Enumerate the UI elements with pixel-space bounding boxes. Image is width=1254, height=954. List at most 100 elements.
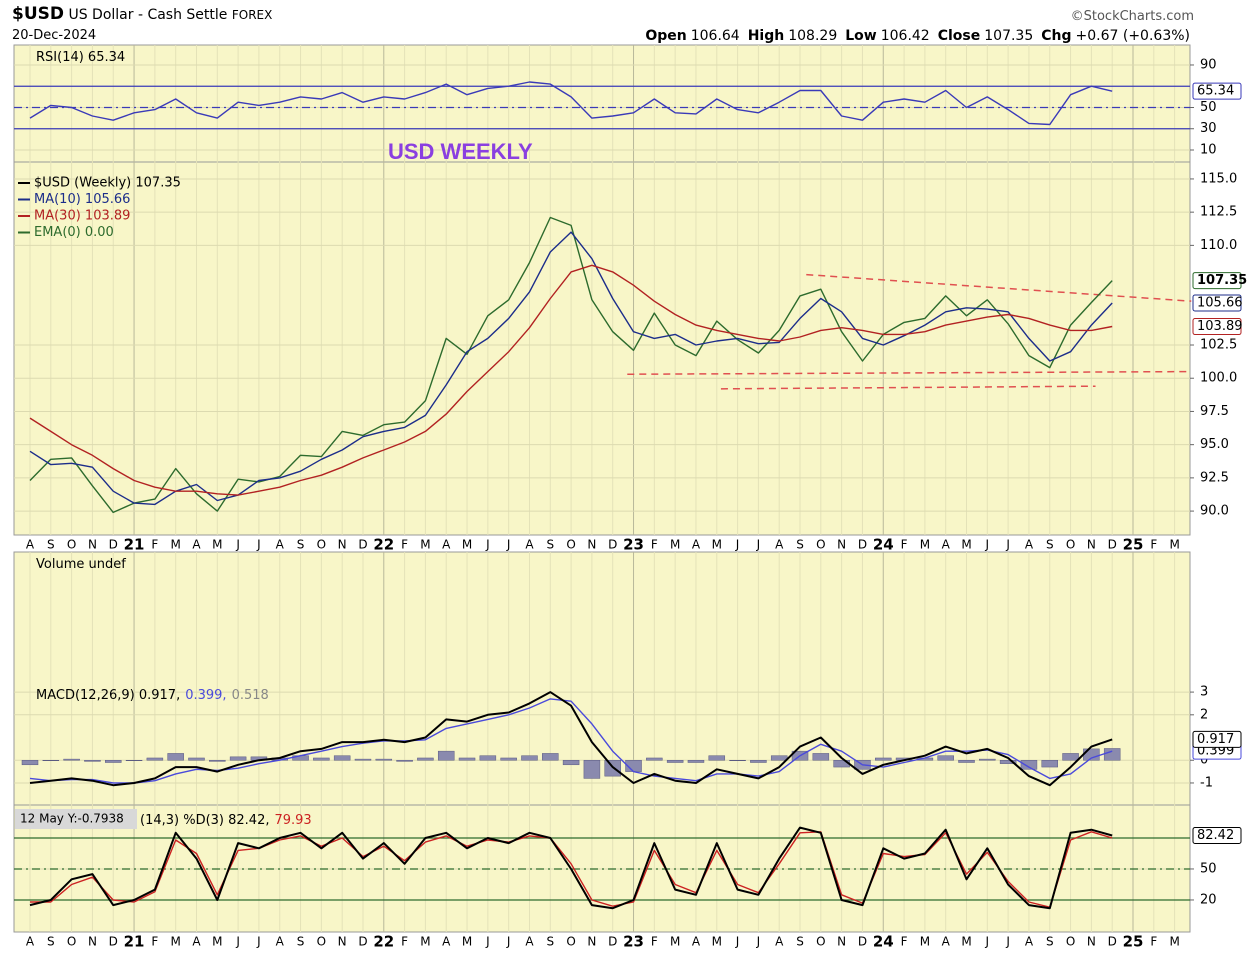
histogram-bar <box>770 755 788 761</box>
x-tick-label: 24 <box>873 536 894 554</box>
x-tick-label: S <box>1046 935 1054 949</box>
x-tick-label: D <box>1108 935 1117 949</box>
legend-entry: (14,3) %D(3) 82.42, <box>140 813 269 828</box>
x-tick-label: J <box>735 538 740 552</box>
x-tick-label: J <box>256 538 261 552</box>
x-tick-label: M <box>420 935 430 949</box>
x-tick-label: S <box>546 538 554 552</box>
x-tick-label: D <box>1108 538 1117 552</box>
legend-entry: 0.399, <box>185 688 226 703</box>
histogram-bar <box>1103 748 1121 761</box>
series-line <box>29 826 1113 910</box>
x-tick-label: J <box>985 935 990 949</box>
x-tick-label: J <box>235 538 240 552</box>
x-tick-label: D <box>109 538 118 552</box>
crosshair-box <box>15 809 137 829</box>
value-tag <box>1192 82 1242 100</box>
legend-entry: RSI(14) 65.34 <box>36 50 125 65</box>
name: US Dollar - Cash Settle <box>68 7 228 23</box>
panel-bg <box>13 44 1191 536</box>
x-tick-label: S <box>546 935 554 949</box>
histogram-bar <box>313 757 330 761</box>
x-tick-label: F <box>401 935 408 949</box>
y-tick-label: 95.0 <box>1200 437 1229 452</box>
date: 20-Dec-2024 <box>12 28 97 43</box>
histogram-bar <box>104 759 122 763</box>
x-tick-label: N <box>837 538 846 552</box>
x-tick-label: O <box>566 538 575 552</box>
y-tick-label: 97.5 <box>1200 404 1229 419</box>
histogram-bar <box>999 759 1017 764</box>
trend-line <box>720 385 1096 390</box>
quote: Open 106.64 High 108.29 Low 106.42 Close 107.35… <box>637 28 1190 44</box>
x-tick-label: A <box>942 935 951 949</box>
y-tick-label: 102.5 <box>1200 338 1237 353</box>
x-tick-label: D <box>358 935 367 949</box>
x-tick-label: 22 <box>373 536 394 554</box>
value-tag-label: 0.917 <box>1197 732 1234 747</box>
x-tick-label: S <box>47 935 55 949</box>
x-tick-label: F <box>1150 935 1157 949</box>
y-tick-label: 50 <box>1200 100 1217 115</box>
x-tick-label: D <box>608 538 617 552</box>
x-tick-label: J <box>256 935 261 949</box>
x-tick-label: M <box>170 538 180 552</box>
x-tick-label: A <box>942 538 951 552</box>
x-tick-label: O <box>317 935 326 949</box>
histogram-bar <box>937 755 954 761</box>
x-tick-label: A <box>276 538 285 552</box>
legend-entry: MA(10) 105.66 <box>34 192 130 207</box>
legend-entry: Volume undef <box>36 557 126 572</box>
x-tick-label: J <box>985 538 990 552</box>
histogram-bar <box>354 758 372 761</box>
histogram-bar <box>84 759 101 762</box>
x-tick-label: F <box>151 538 158 552</box>
x-tick-label: J <box>756 538 761 552</box>
x-tick-label: 23 <box>623 536 644 554</box>
value-tag <box>1192 272 1242 290</box>
histogram-bar <box>750 759 767 763</box>
x-tick-label: D <box>858 538 867 552</box>
x-tick-label: D <box>608 935 617 949</box>
quote-value: 106.64 <box>690 28 740 44</box>
x-tick-label: M <box>920 935 930 949</box>
x-tick-label: A <box>442 538 451 552</box>
trend-line <box>627 370 1192 375</box>
x-tick-label: A <box>276 935 285 949</box>
histogram-bar <box>167 753 184 761</box>
legend-entry: MA(30) 103.89 <box>34 209 130 224</box>
y-tick-label: 92.5 <box>1200 470 1229 485</box>
x-tick-label: S <box>47 538 55 552</box>
x-tick-label: M <box>961 538 971 552</box>
x-tick-label: A <box>775 538 784 552</box>
histogram-bar <box>729 759 746 761</box>
x-tick-label: A <box>1025 538 1034 552</box>
x-tick-label: M <box>170 935 180 949</box>
histogram-bar <box>812 753 830 761</box>
x-tick-label: S <box>297 538 305 552</box>
x-tick-label: N <box>837 935 846 949</box>
legend-entry: 79.93 <box>274 813 311 828</box>
x-tick-label: M <box>961 935 971 949</box>
legend-entry: MACD(12,26,9) 0.917, <box>36 688 180 703</box>
histogram-bar <box>333 755 351 761</box>
value-tag <box>1192 730 1242 748</box>
annotation: USD WEEKLY <box>388 139 533 164</box>
histogram-bar <box>437 750 455 761</box>
x-tick-label: A <box>525 935 534 949</box>
x-tick-label: N <box>587 538 596 552</box>
x-tick-label: J <box>756 935 761 949</box>
x-tick-label: N <box>1087 538 1096 552</box>
x-tick-label: 25 <box>1123 933 1144 951</box>
x-tick-label: A <box>692 935 701 949</box>
value-tag-label: 103.89 <box>1197 319 1243 334</box>
y-tick-label: 2 <box>1200 707 1208 722</box>
histogram-bar <box>188 757 205 761</box>
value-tag <box>1192 826 1242 844</box>
histogram-bar <box>63 758 80 761</box>
histogram-bar <box>687 759 705 763</box>
y-tick-label: 0 <box>1200 753 1208 768</box>
y-tick-label: 110.0 <box>1200 238 1237 253</box>
histogram-bar <box>666 759 684 763</box>
x-tick-label: M <box>462 538 472 552</box>
